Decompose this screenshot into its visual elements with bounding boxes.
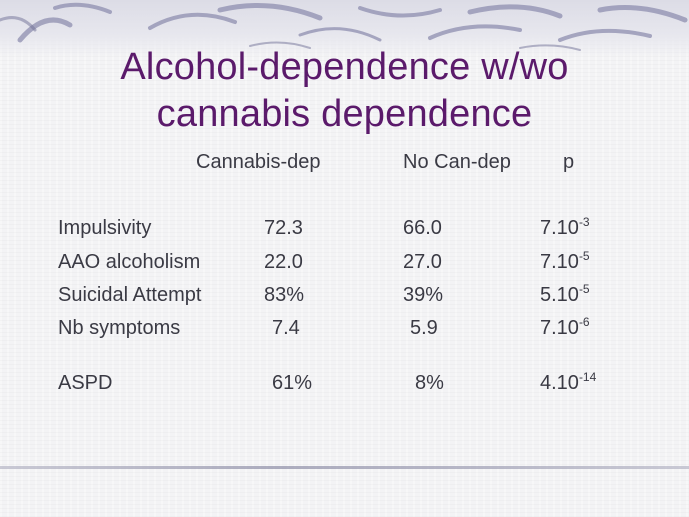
header-no-can-dep: No Can-dep [403, 151, 511, 173]
cell-no-can: 5.9 [410, 317, 438, 339]
cell-cannabis: 22.0 [264, 251, 303, 273]
cell-cannabis: 61% [272, 372, 313, 394]
cell-p-value: 7.10-3 [540, 215, 590, 239]
cell-cannabis: 7.4 [272, 317, 300, 339]
row-label: AAO alcoholism [58, 251, 201, 273]
cell-no-can: 8% [415, 372, 444, 394]
header-p: p [563, 151, 575, 173]
top-brush-strokes [0, 2, 688, 51]
row-label: Impulsivity [58, 217, 152, 239]
header-cannabis-dep: Cannabis-dep [196, 151, 321, 173]
slide-title: Alcohol-dependence w/wo cannabis depende… [0, 44, 689, 138]
row-label: Suicidal Attempt [58, 284, 202, 306]
cell-cannabis: 72.3 [264, 217, 303, 239]
cell-p-value: 7.10-6 [540, 315, 590, 339]
title-line-1: Alcohol-dependence w/wo [120, 46, 569, 88]
cell-cannabis: 83% [264, 284, 305, 306]
cell-p-value: 4.10-14 [540, 370, 597, 394]
row-label: ASPD [58, 372, 113, 394]
title-line-2: cannabis dependence [156, 93, 533, 135]
bottom-divider [0, 466, 689, 469]
row-label: Nb symptoms [58, 317, 181, 339]
cell-no-can: 66.0 [403, 217, 442, 239]
cell-no-can: 27.0 [403, 251, 442, 273]
cell-p-value: 5.10-5 [540, 282, 590, 306]
cell-p-value: 7.10-5 [540, 249, 590, 273]
cell-no-can: 39% [403, 284, 444, 306]
